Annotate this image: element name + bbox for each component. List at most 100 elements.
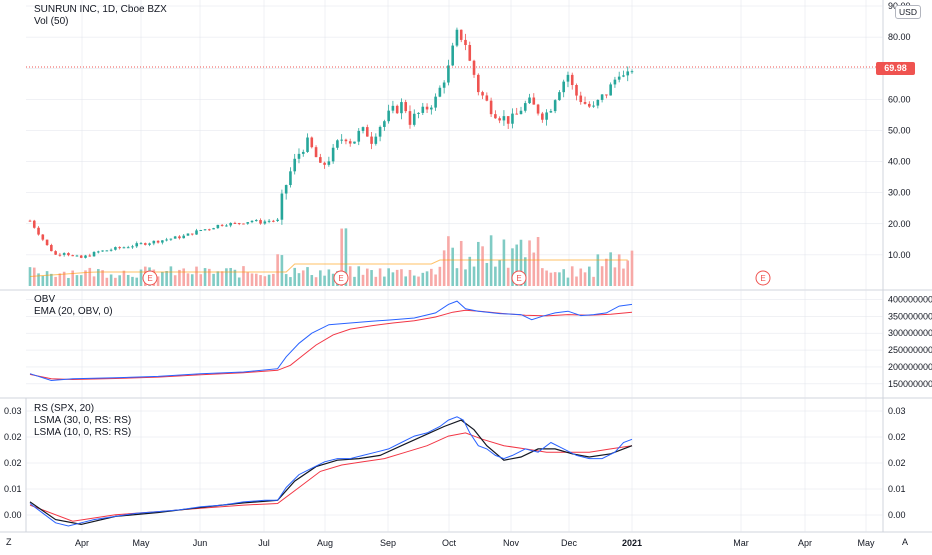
volume-bar [220,271,224,286]
candle-body [233,222,237,224]
candle-body [79,255,83,258]
volume-bar [502,239,506,286]
volume-bars [28,228,634,286]
volume-bar [523,257,527,286]
candle-body [609,84,612,96]
candle-body [481,92,484,96]
rs-tick-label-right: 0.00 [888,510,906,520]
rs-tick-label-left: 0.01 [4,484,22,494]
obv-tick-label: 300000000 [888,328,932,338]
volume-bar [430,268,433,286]
candle-body [84,255,87,258]
zoom-left-button[interactable]: Z [6,537,12,547]
volume-title[interactable]: Vol (50) [34,16,69,27]
auto-scale-button[interactable]: A [902,537,909,547]
volume-bar [613,267,617,286]
volume-bar [284,274,288,286]
candle-body [536,104,540,114]
volume-bar [254,273,258,286]
candle-body [489,100,493,115]
candle-body [237,223,241,225]
ema-title[interactable]: EMA (20, OBV, 0) [34,306,113,317]
candle-body [131,246,134,248]
candle-body [400,102,403,114]
lsma30-line [29,432,633,522]
volume-bar [272,273,275,286]
candle-body [502,116,506,121]
candle-body [353,141,356,144]
candle-body [417,112,420,114]
currency-badge[interactable]: USD [895,5,921,19]
volume-bar [412,275,416,286]
obv-legend: OBV EMA (20, OBV, 0) [34,294,113,318]
rs-title[interactable]: RS (SPX, 20) [34,403,95,414]
obv-title[interactable]: OBV [34,294,56,305]
candle-body [139,243,143,245]
candle-body [592,105,595,107]
volume-bar [233,269,237,286]
volume-bar [101,270,104,286]
volume-bar [447,236,450,286]
volume-bar [421,272,425,286]
rs-tick-label-left: 0.02 [4,458,22,468]
candle-body [622,75,625,77]
candle-body [267,220,271,222]
candle-body [391,105,395,111]
candle-body [357,130,361,142]
candle-body [284,185,288,194]
volume-bar [58,273,62,286]
volume-bar [434,274,437,286]
volume-bar [617,254,621,286]
volume-bar [476,241,480,286]
volume-bar [532,252,536,286]
time-tick-label: Mar [733,538,749,548]
rs-tick-label-right: 0.02 [888,458,906,468]
candle-body [630,71,634,73]
candle-body [515,113,519,115]
volume-bar [511,248,514,286]
volume-bar [88,267,92,286]
time-tick-label: Apr [798,538,812,548]
candle-body [404,102,408,112]
candle-body [156,240,160,243]
volume-bar [519,239,523,286]
candle-body [92,252,96,257]
volume-bar [190,274,194,286]
volume-bar [301,270,305,286]
volume-bar [596,254,600,286]
symbol-title[interactable]: SUNRUN INC, 1D, Cboe BZX [34,4,167,15]
candle-body [118,247,121,249]
earnings-marker-label: E [147,274,152,283]
last-price-tag: 69.98 [876,62,915,75]
lsma30-title[interactable]: LSMA (30, 0, RS: RS) [34,415,132,426]
volume-bar [45,271,49,286]
volume-bar [357,266,361,286]
candle-body [605,94,608,96]
candle-body [250,220,254,223]
volume-bar [438,266,442,286]
volume-bar [378,268,382,286]
candle-body [365,127,369,137]
candle-body [541,113,544,120]
volume-bar [259,275,262,286]
volume-bar [374,276,378,286]
candle-body [220,224,224,226]
volume-bar [365,268,369,286]
volume-bar [199,274,203,286]
volume-bar [84,270,87,286]
volume-bar [361,274,365,286]
volume-bar [186,273,190,286]
candle-body [126,247,130,249]
volume-bar [395,269,399,286]
candle-body [383,121,386,127]
volume-bar [506,267,510,286]
volume-bar [353,276,356,286]
candle-body [161,240,164,243]
volume-bar [105,277,109,286]
volume-bar [28,267,32,286]
candle-body [421,106,425,113]
candle-body [259,220,262,224]
lsma10-title[interactable]: LSMA (10, 0, RS: RS) [34,427,132,438]
candle-body [523,103,527,111]
